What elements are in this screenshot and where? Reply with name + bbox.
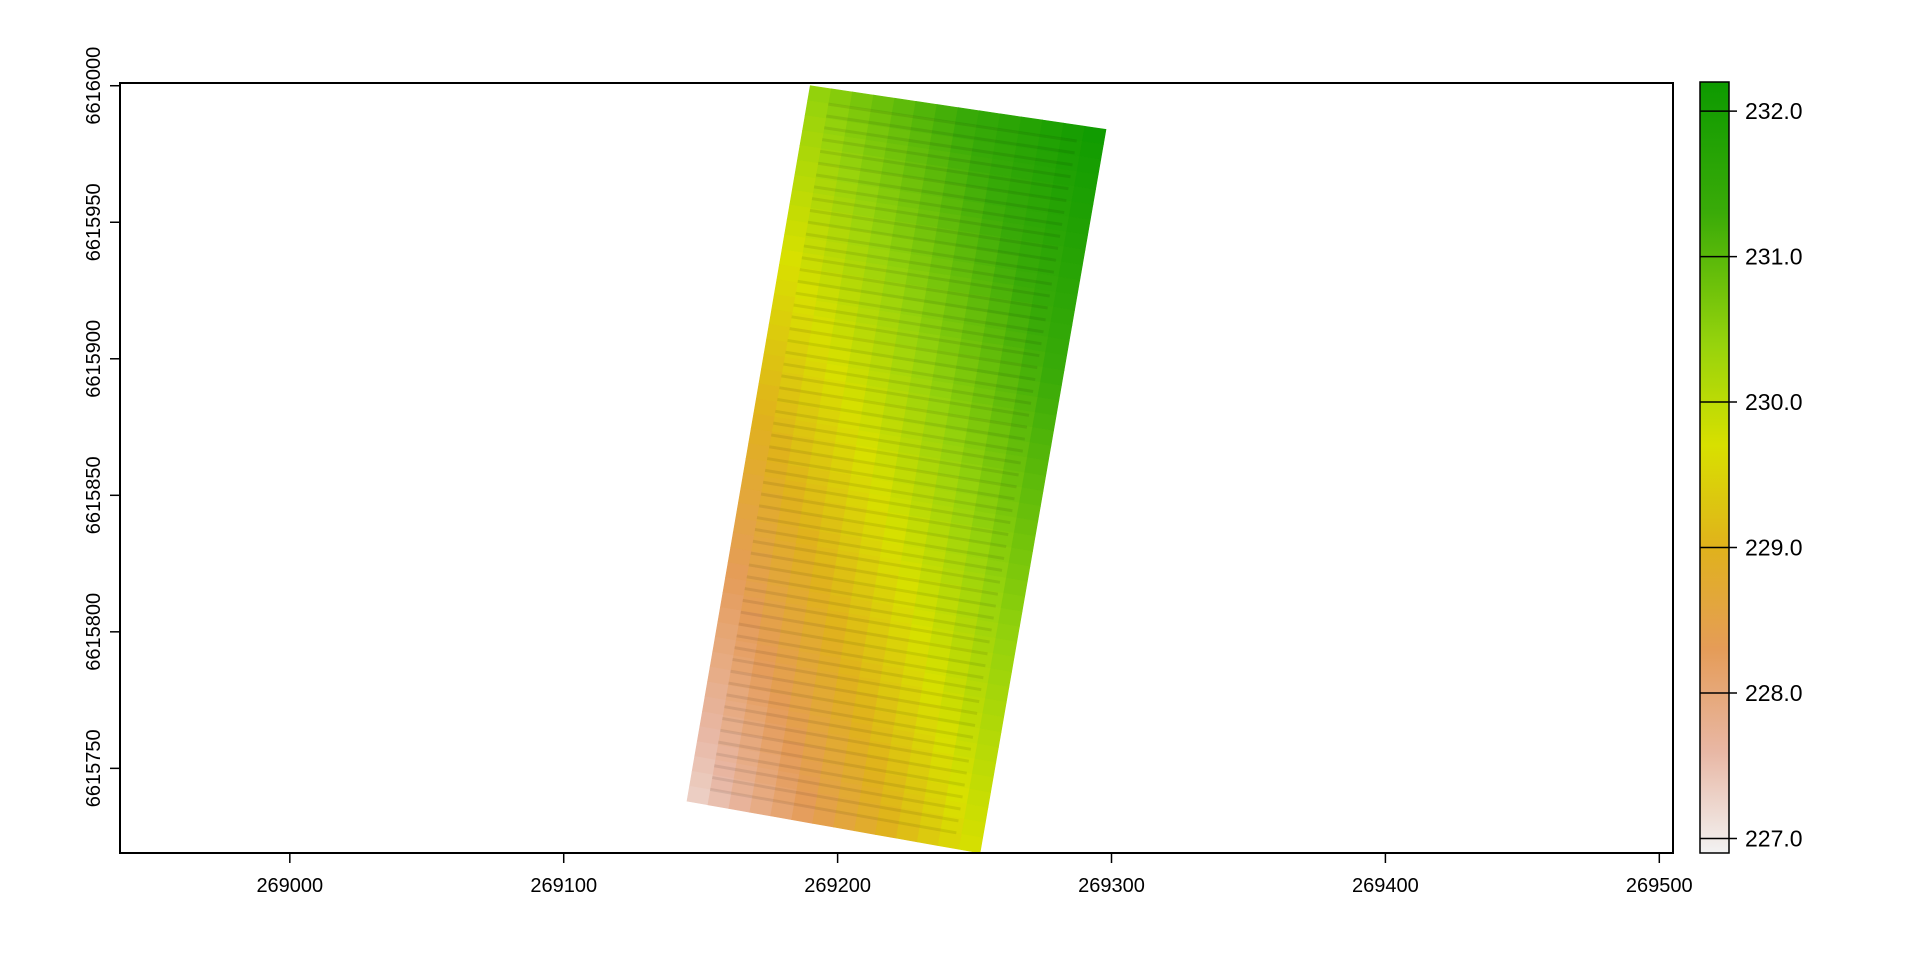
furrow-stripe [722,717,970,763]
raster-layer [686,85,1107,854]
furrow-stripe [807,220,1057,262]
y-tick-label: 6615900 [83,320,105,398]
furrow-stripe [760,492,1009,537]
furrow-stripe [720,728,967,775]
furrow-stripe [773,421,1021,465]
furrow-stripes [709,102,1077,835]
raster-cell [686,785,711,806]
furrow-stripe [711,776,959,823]
furrow-stripe [815,173,1065,215]
furrow-stripe [791,315,1040,358]
raster-cells [686,85,1107,854]
furrow-stripe [724,705,972,751]
furrow-stripe [779,386,1028,429]
legend-colorbar [1699,81,1730,854]
furrow-stripe [766,457,1015,501]
x-tick-label: 269200 [804,875,871,897]
furrow-stripe [801,256,1050,298]
furrow-stripe [715,752,963,799]
furrow-stripe [793,303,1042,346]
legend-tick-label: 229.0 [1745,535,1803,561]
raster-cell [958,833,984,854]
legend-tick-label: 230.0 [1745,389,1803,415]
legend-tick-label: 232.0 [1745,98,1803,124]
furrow-stripe [756,516,1005,560]
furrow-stripe [746,575,994,620]
furrow-stripe [781,374,1030,417]
furrow-stripe [809,208,1059,250]
furrow-stripe [750,551,999,596]
furrow-stripe [732,657,980,704]
furrow-stripe [728,681,976,727]
y-axis: 6616000 6615950 6615900 6615850 6615800 66157… [83,47,121,807]
x-tick-label: 269500 [1626,875,1693,897]
furrow-stripe [828,102,1077,143]
furrow-stripe [803,244,1053,286]
furrow-stripe [819,149,1069,191]
legend-tick-label: 227.0 [1745,825,1803,851]
legend-tick-label: 231.0 [1745,244,1803,270]
furrow-stripe [789,327,1038,370]
furrow-stripe [754,527,1003,572]
furrow-stripe [823,126,1073,167]
legend-tick-label: 228.0 [1745,680,1803,706]
furrow-stripe [821,138,1071,179]
x-tick-label: 269400 [1352,875,1419,897]
furrow-stripe [718,740,965,787]
color-legend: 227.0 228.0 229.0 230.0 231.0 232.0 [1699,81,1803,854]
furrow-stripe [758,504,1007,549]
furrow-stripe [775,409,1023,453]
furrow-stripe [740,610,988,656]
x-tick-label: 269000 [256,875,323,897]
furrow-stripe [738,622,986,668]
furrow-stripe [805,232,1055,274]
y-tick-label: 6615950 [83,183,105,261]
x-tick-label: 269300 [1078,875,1145,897]
furrow-stripe [709,787,957,835]
x-axis: 269000 269100 269200 269300 269400 269500 [256,852,1693,897]
furrow-stripe [734,646,982,692]
y-tick-label: 6615850 [83,456,105,534]
furrow-stripe [797,279,1046,322]
furrow-stripe [744,587,992,632]
furrow-stripe [777,398,1026,441]
furrow-stripe [730,669,978,716]
furrow-stripe [764,468,1013,513]
furrow-stripe [817,161,1067,203]
y-tick-label: 6616000 [83,47,105,125]
furrow-stripe [771,433,1019,477]
furrow-stripe [795,291,1044,334]
furrow-stripe [799,268,1048,310]
furrow-stripe [713,764,961,811]
furrow-stripe [736,634,984,680]
furrow-stripe [787,338,1036,382]
furrow-stripe [752,539,1001,584]
furrow-stripe [742,598,990,644]
y-tick-label: 6615800 [83,593,105,671]
furrow-stripe [783,362,1032,405]
furrow-stripe [811,197,1061,238]
raster-cell [937,830,963,850]
furrow-stripe [768,445,1017,489]
furrow-stripe [826,114,1075,155]
furrow-stripe [785,350,1034,393]
y-tick-label: 6615750 [83,729,105,807]
furrow-stripe [762,480,1011,525]
furrow-stripe [726,693,974,739]
x-tick-label: 269100 [530,875,597,897]
furrow-stripe [813,185,1063,226]
furrow-stripe [748,563,997,608]
